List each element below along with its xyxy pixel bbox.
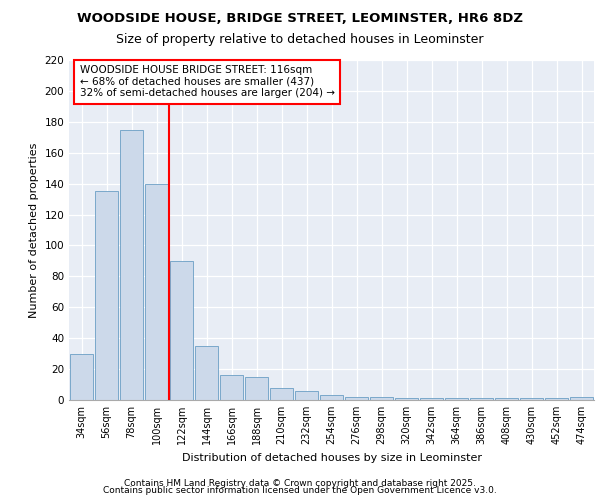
Bar — [245, 377, 268, 400]
Bar — [145, 184, 169, 400]
Bar — [545, 398, 568, 400]
Bar — [569, 397, 593, 400]
Bar — [119, 130, 143, 400]
Bar — [370, 397, 394, 400]
Text: Contains public sector information licensed under the Open Government Licence v3: Contains public sector information licen… — [103, 486, 497, 495]
Y-axis label: Number of detached properties: Number of detached properties — [29, 142, 39, 318]
Bar — [494, 398, 518, 400]
Bar — [220, 376, 244, 400]
Bar — [344, 397, 368, 400]
Bar — [95, 192, 118, 400]
Bar — [170, 261, 193, 400]
Bar — [470, 398, 493, 400]
Bar — [70, 354, 94, 400]
Text: WOODSIDE HOUSE, BRIDGE STREET, LEOMINSTER, HR6 8DZ: WOODSIDE HOUSE, BRIDGE STREET, LEOMINSTE… — [77, 12, 523, 26]
Bar — [445, 398, 469, 400]
Bar — [295, 390, 319, 400]
Bar — [269, 388, 293, 400]
Bar — [395, 398, 418, 400]
Text: Contains HM Land Registry data © Crown copyright and database right 2025.: Contains HM Land Registry data © Crown c… — [124, 478, 476, 488]
Bar — [520, 398, 544, 400]
Bar — [320, 396, 343, 400]
Bar — [194, 346, 218, 400]
X-axis label: Distribution of detached houses by size in Leominster: Distribution of detached houses by size … — [182, 452, 482, 462]
Bar — [419, 398, 443, 400]
Text: WOODSIDE HOUSE BRIDGE STREET: 116sqm
← 68% of detached houses are smaller (437)
: WOODSIDE HOUSE BRIDGE STREET: 116sqm ← 6… — [79, 65, 335, 98]
Text: Size of property relative to detached houses in Leominster: Size of property relative to detached ho… — [116, 32, 484, 46]
